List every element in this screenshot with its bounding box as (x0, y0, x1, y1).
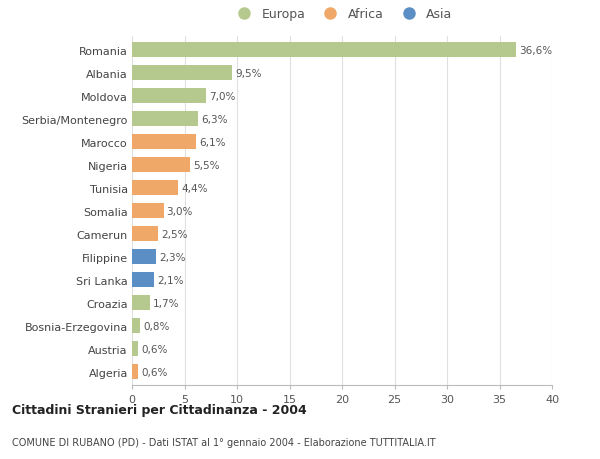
Bar (132, 135, 196, 149)
Text: 7,0%: 7,0% (209, 91, 235, 101)
Bar (132, 250, 156, 264)
Text: 1,7%: 1,7% (153, 298, 179, 308)
Bar (132, 66, 232, 80)
Bar (132, 89, 205, 103)
Bar (132, 364, 139, 379)
Bar (132, 341, 139, 356)
Text: 2,1%: 2,1% (157, 275, 184, 285)
Bar (132, 227, 158, 241)
Text: 6,3%: 6,3% (202, 114, 228, 124)
Text: 6,1%: 6,1% (199, 137, 226, 147)
Bar (132, 273, 154, 287)
Text: 2,5%: 2,5% (161, 229, 188, 239)
Text: 36,6%: 36,6% (520, 45, 553, 56)
Bar (132, 296, 150, 310)
Text: 5,5%: 5,5% (193, 160, 220, 170)
Text: 0,8%: 0,8% (143, 321, 170, 331)
Text: 9,5%: 9,5% (235, 68, 262, 78)
Text: Cittadini Stranieri per Cittadinanza - 2004: Cittadini Stranieri per Cittadinanza - 2… (12, 403, 307, 416)
Text: 4,4%: 4,4% (181, 183, 208, 193)
Bar (132, 112, 198, 126)
Text: 0,6%: 0,6% (142, 344, 168, 354)
Bar (132, 158, 190, 172)
Bar (132, 319, 140, 333)
Text: 0,6%: 0,6% (142, 367, 168, 377)
Bar (132, 204, 163, 218)
Text: 3,0%: 3,0% (167, 206, 193, 216)
Text: 2,3%: 2,3% (160, 252, 186, 262)
Bar (132, 43, 516, 57)
Bar (132, 181, 178, 195)
Text: COMUNE DI RUBANO (PD) - Dati ISTAT al 1° gennaio 2004 - Elaborazione TUTTITALIA.: COMUNE DI RUBANO (PD) - Dati ISTAT al 1°… (12, 437, 436, 447)
Legend: Europa, Africa, Asia: Europa, Africa, Asia (232, 8, 452, 21)
